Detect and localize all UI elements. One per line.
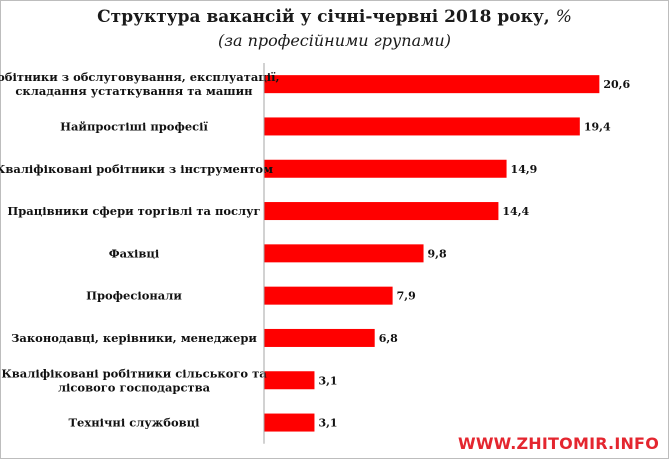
- category-label-line: Професіонали: [86, 289, 182, 303]
- value-labels-layer: 20,6 19,4 14,9 14,4 9,8 7,9 6,8 3,1 3,1: [318, 78, 630, 429]
- category-label: Законодавці, керівники, менеджери: [11, 331, 257, 345]
- value-label: 6,8: [379, 332, 398, 345]
- category-label-line: Технічні службовці: [68, 416, 200, 430]
- category-label: Кваліфіковані робітники сільського та ліс…: [1, 366, 267, 394]
- value-label: 19,4: [584, 120, 611, 133]
- category-label: Найпростіші професії: [60, 119, 208, 133]
- value-label: 20,6: [603, 78, 630, 91]
- category-label-line: Працівники сфери торгівлі та послуг: [7, 204, 260, 218]
- bar: [264, 413, 315, 432]
- chart-title: Структура вакансій у січні-червні 2018 р…: [0, 7, 669, 27]
- value-label: 14,9: [511, 163, 538, 176]
- bar: [264, 371, 315, 390]
- value-label: 3,1: [318, 374, 337, 387]
- site-watermark: WWW.ZHITOMIR.INFO: [457, 434, 659, 453]
- value-label: 14,4: [502, 205, 529, 218]
- bar: [264, 286, 393, 305]
- bar: [264, 328, 375, 347]
- category-label-line: Фахівці: [109, 246, 160, 260]
- chart-subtitle: (за професійними групами): [218, 31, 451, 50]
- bar: [264, 75, 600, 94]
- category-label-line: Робітники з обслуговування, експлуатації…: [0, 70, 280, 84]
- category-label-line: Найпростіші професії: [60, 119, 208, 133]
- category-label: Технічні службовці: [68, 416, 200, 430]
- bar: [264, 244, 424, 263]
- bar: [264, 159, 507, 178]
- bars-layer: [264, 75, 600, 432]
- category-label-line: лісового господарства: [58, 380, 211, 394]
- category-labels-layer: Робітники з обслуговування, експлуатації…: [0, 70, 280, 429]
- category-label-line: складання устаткування та машин: [15, 84, 253, 98]
- category-label-line: Кваліфіковані робітники з інструментом: [0, 162, 273, 176]
- category-label: Професіонали: [86, 289, 182, 303]
- category-label: Фахівці: [109, 246, 160, 260]
- category-label-line: Кваліфіковані робітники сільського та: [1, 366, 267, 380]
- bar: [264, 202, 499, 221]
- value-label: 7,9: [397, 290, 416, 303]
- value-label: 3,1: [318, 417, 337, 430]
- value-label: 9,8: [428, 247, 447, 260]
- chart-title-text: Структура вакансій у січні-червні 2018 р…: [97, 7, 550, 27]
- chart-title-unit: %: [555, 7, 572, 27]
- category-label: Працівники сфери торгівлі та послуг: [7, 204, 260, 218]
- category-label: Кваліфіковані робітники з інструментом: [0, 162, 273, 176]
- bar: [264, 117, 580, 136]
- category-label-line: Законодавці, керівники, менеджери: [11, 331, 257, 345]
- category-label: Робітники з обслуговування, експлуатації…: [0, 70, 280, 98]
